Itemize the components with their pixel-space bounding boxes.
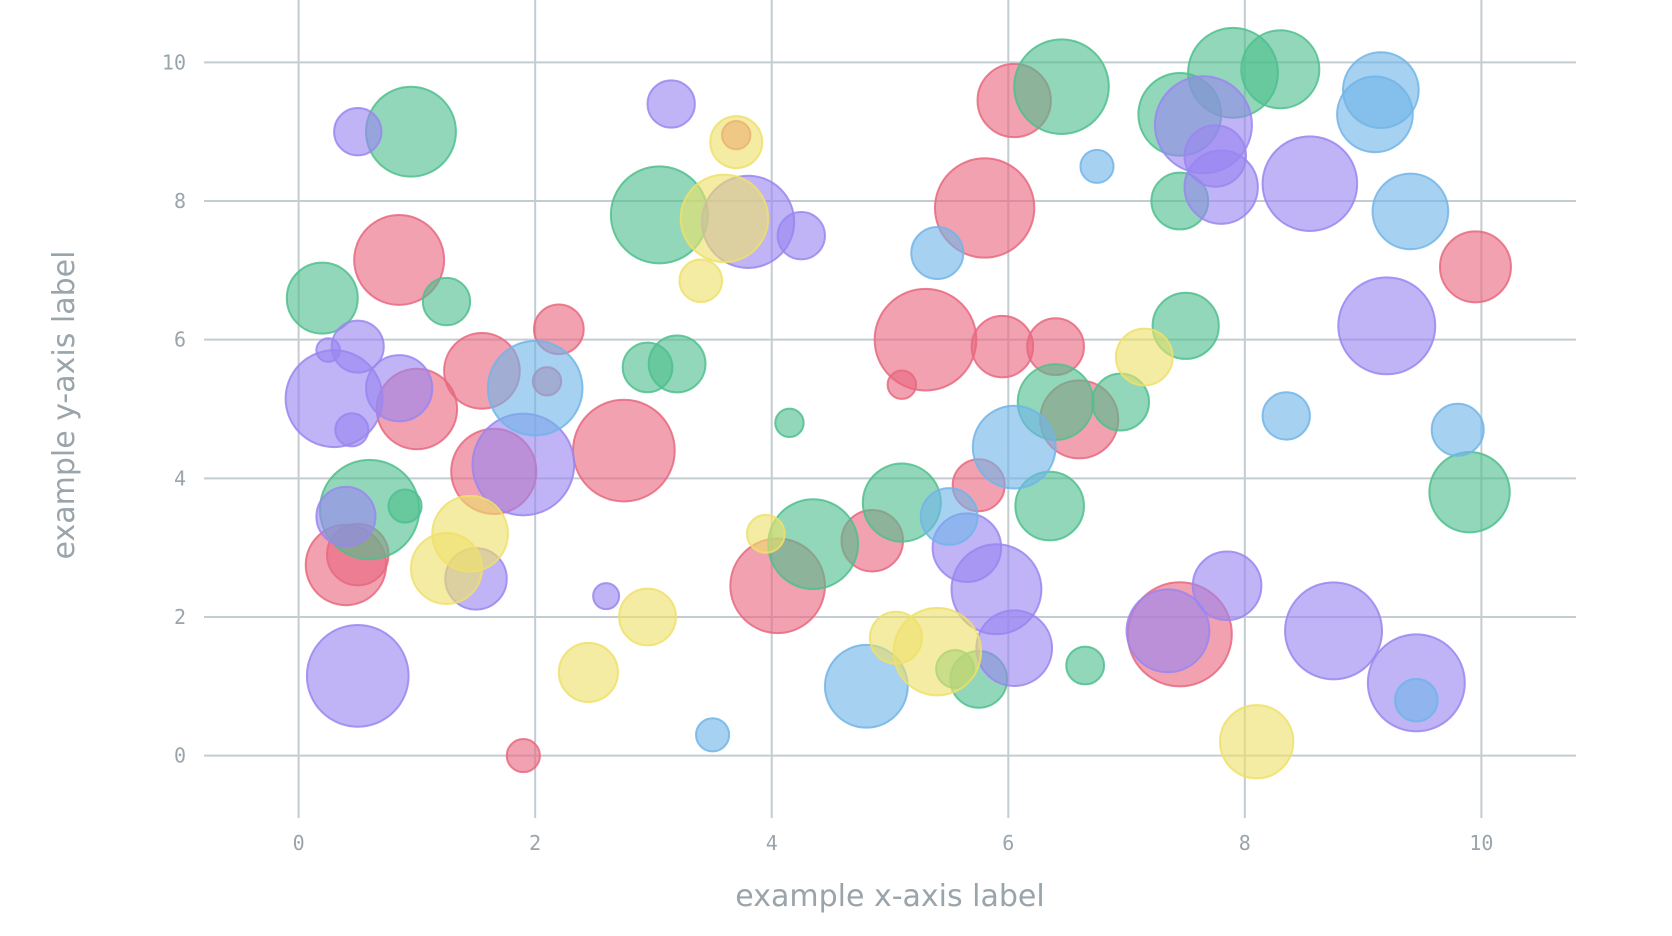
bubble-point[interactable] bbox=[774, 407, 805, 439]
bubble-point[interactable] bbox=[1261, 391, 1311, 441]
bubble-point[interactable] bbox=[1341, 51, 1420, 129]
bubble-point[interactable] bbox=[892, 606, 983, 697]
bubble-point[interactable] bbox=[365, 354, 434, 423]
bubble-series bbox=[409, 115, 1295, 780]
x-axis-label: example x-axis label bbox=[735, 879, 1044, 914]
bubble-point[interactable] bbox=[823, 643, 909, 729]
bubble-point[interactable] bbox=[330, 319, 385, 374]
bubble-point[interactable] bbox=[285, 261, 359, 335]
bubble-point[interactable] bbox=[1371, 172, 1450, 251]
bubble-point[interactable] bbox=[919, 487, 979, 546]
bubble-point[interactable] bbox=[679, 173, 770, 264]
bubble-point[interactable] bbox=[387, 488, 423, 524]
x-tick-label: 10 bbox=[1469, 831, 1493, 855]
y-tick-label: 8 bbox=[174, 189, 186, 213]
bubble-point[interactable] bbox=[646, 79, 696, 129]
bubble-point[interactable] bbox=[1079, 148, 1115, 184]
y-tick-label: 6 bbox=[174, 328, 186, 352]
bubble-point[interactable] bbox=[353, 214, 446, 306]
bubble-point[interactable] bbox=[505, 738, 541, 774]
y-tick-label: 2 bbox=[174, 605, 186, 629]
bubble-point[interactable] bbox=[1284, 581, 1384, 681]
bubble-point[interactable] bbox=[678, 258, 724, 304]
bubble-point[interactable] bbox=[910, 226, 965, 281]
y-tick-label: 4 bbox=[174, 466, 186, 490]
bubble-point[interactable] bbox=[1337, 276, 1437, 376]
bubble-point[interactable] bbox=[572, 398, 676, 503]
bubble-point[interactable] bbox=[1218, 704, 1295, 780]
bubble-point[interactable] bbox=[305, 624, 410, 728]
bubble-point[interactable] bbox=[933, 157, 1036, 259]
bubble-point[interactable] bbox=[333, 107, 383, 157]
bubble-point[interactable] bbox=[1014, 470, 1085, 542]
bubble-point[interactable] bbox=[873, 287, 978, 392]
bubble-point[interactable] bbox=[971, 404, 1057, 490]
bubble-point[interactable] bbox=[315, 485, 377, 548]
y-tick-label: 0 bbox=[174, 744, 186, 768]
bubble-point[interactable] bbox=[557, 641, 619, 703]
bubble-point[interactable] bbox=[1428, 450, 1511, 534]
bubble-point[interactable] bbox=[431, 494, 509, 573]
bubble-point[interactable] bbox=[1430, 402, 1485, 457]
bubble-point[interactable] bbox=[592, 582, 621, 611]
x-tick-label: 4 bbox=[766, 831, 778, 855]
bubble-point[interactable] bbox=[1183, 149, 1259, 225]
bubble-point[interactable] bbox=[1013, 38, 1110, 135]
bubble-point[interactable] bbox=[975, 609, 1054, 688]
bubble-point[interactable] bbox=[970, 314, 1035, 379]
bubble-point[interactable] bbox=[1394, 677, 1439, 723]
bubble-point[interactable] bbox=[1438, 230, 1512, 304]
bubble-point[interactable] bbox=[421, 276, 472, 327]
y-tick-label: 10 bbox=[162, 50, 186, 74]
bubble-point[interactable] bbox=[1125, 588, 1211, 674]
bubble-point[interactable] bbox=[776, 211, 826, 261]
bubble-point[interactable] bbox=[334, 412, 370, 448]
y-axis-label: example y-axis label bbox=[47, 251, 82, 560]
x-tick-label: 2 bbox=[529, 831, 541, 855]
bubble-point[interactable] bbox=[695, 717, 731, 753]
bubble-point[interactable] bbox=[1261, 135, 1359, 233]
bubble-point[interactable] bbox=[1240, 29, 1321, 110]
bubble-series bbox=[486, 51, 1485, 753]
bubble-layer bbox=[284, 26, 1512, 780]
bubble-point[interactable] bbox=[618, 587, 677, 647]
x-tick-label: 0 bbox=[293, 831, 305, 855]
x-tick-label: 8 bbox=[1239, 831, 1251, 855]
bubble-point[interactable] bbox=[1114, 327, 1174, 387]
bubble-point[interactable] bbox=[1065, 645, 1106, 686]
bubble-point[interactable] bbox=[647, 334, 707, 394]
x-tick-label: 6 bbox=[1002, 831, 1014, 855]
bubble-point[interactable] bbox=[745, 513, 786, 554]
bubble-point[interactable] bbox=[486, 339, 584, 437]
tick-labels: 0 2 4 6 8 10 0 2 4 6 8 10 bbox=[162, 50, 1494, 855]
bubble-point[interactable] bbox=[709, 115, 764, 170]
bubble-point[interactable] bbox=[1191, 550, 1263, 622]
